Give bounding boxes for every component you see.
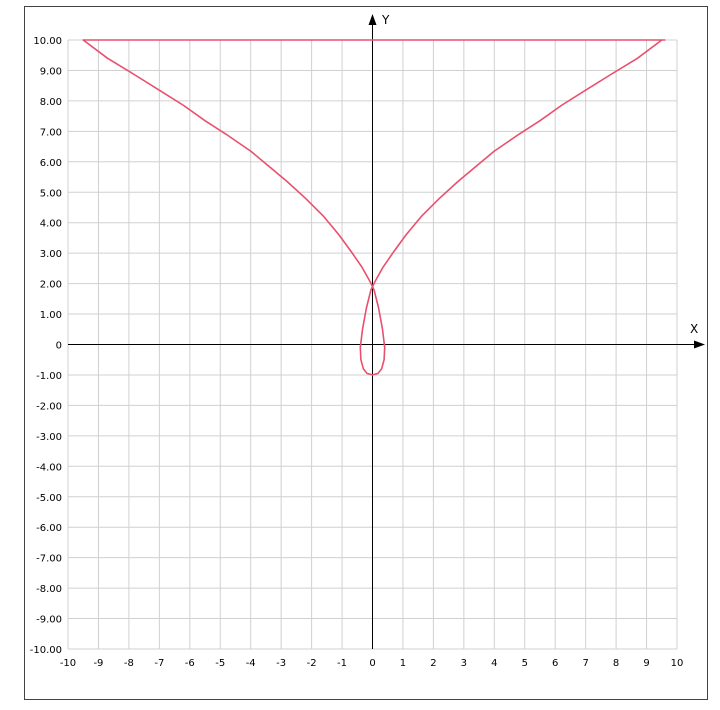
y-axis-arrow — [368, 14, 377, 25]
series-line — [82, 39, 666, 376]
x-axis-label: X — [690, 322, 698, 336]
x-tick-label: 3 — [461, 658, 467, 669]
x-tick-label: -6 — [185, 658, 195, 669]
x-tick-label: 8 — [613, 658, 619, 669]
x-tick-label: -3 — [276, 658, 286, 669]
y-tick-label: -9.00 — [36, 615, 62, 626]
x-tick-labels: -10 -9 -8 -7 -6 -5 -4 -3 -2 -1 0 1 2 3 4 5 6 7 8 9 10 — [60, 658, 684, 669]
y-tick-label: -5.00 — [36, 493, 62, 504]
x-tick-label: -1 — [337, 658, 347, 669]
y-tick-label: 0 — [56, 341, 62, 352]
y-tick-label: 4.00 — [40, 219, 62, 230]
x-axis-arrow — [694, 340, 705, 349]
x-tick-label: 5 — [522, 658, 528, 669]
x-tick-label: -9 — [93, 658, 103, 669]
y-tick-labels: 10.00 9.00 8.00 7.00 6.00 5.00 4.00 3.00 2.00 1.0… — [30, 36, 62, 656]
x-tick-label: 7 — [582, 658, 588, 669]
chart-frame — [24, 6, 708, 700]
x-tick-label: 9 — [643, 658, 649, 669]
y-tick-label: -1.00 — [36, 371, 62, 382]
y-tick-label: 1.00 — [40, 310, 62, 321]
x-tick-label: -10 — [60, 658, 76, 669]
x-tick-label: 1 — [400, 658, 406, 669]
y-tick-label: 8.00 — [40, 97, 62, 108]
y-tick-label: 3.00 — [40, 249, 62, 260]
x-tick-label: -4 — [246, 658, 256, 669]
y-tick-label: 7.00 — [40, 127, 62, 138]
y-tick-label: -2.00 — [36, 401, 62, 412]
series — [82, 39, 666, 376]
y-tick-label: -6.00 — [36, 523, 62, 534]
y-tick-label: 10.00 — [33, 36, 62, 47]
axes — [68, 14, 705, 649]
y-tick-label: 9.00 — [40, 66, 62, 77]
x-tick-label: 6 — [552, 658, 558, 669]
x-tick-label: -7 — [154, 658, 164, 669]
y-tick-label: -3.00 — [36, 432, 62, 443]
y-tick-label: -10.00 — [30, 645, 62, 656]
x-tick-label: 10 — [671, 658, 684, 669]
x-tick-label: 4 — [491, 658, 497, 669]
x-tick-label: -2 — [307, 658, 317, 669]
x-tick-label: -5 — [215, 658, 225, 669]
y-tick-label: -7.00 — [36, 554, 62, 565]
y-tick-label: 2.00 — [40, 280, 62, 291]
y-axis-label: Y — [381, 13, 390, 27]
x-tick-label: 0 — [369, 658, 375, 669]
y-tick-label: 5.00 — [40, 188, 62, 199]
y-tick-label: 6.00 — [40, 158, 62, 169]
y-tick-label: -8.00 — [36, 584, 62, 595]
y-tick-label: -4.00 — [36, 462, 62, 473]
x-tick-label: -8 — [124, 658, 134, 669]
x-tick-label: 2 — [430, 658, 436, 669]
